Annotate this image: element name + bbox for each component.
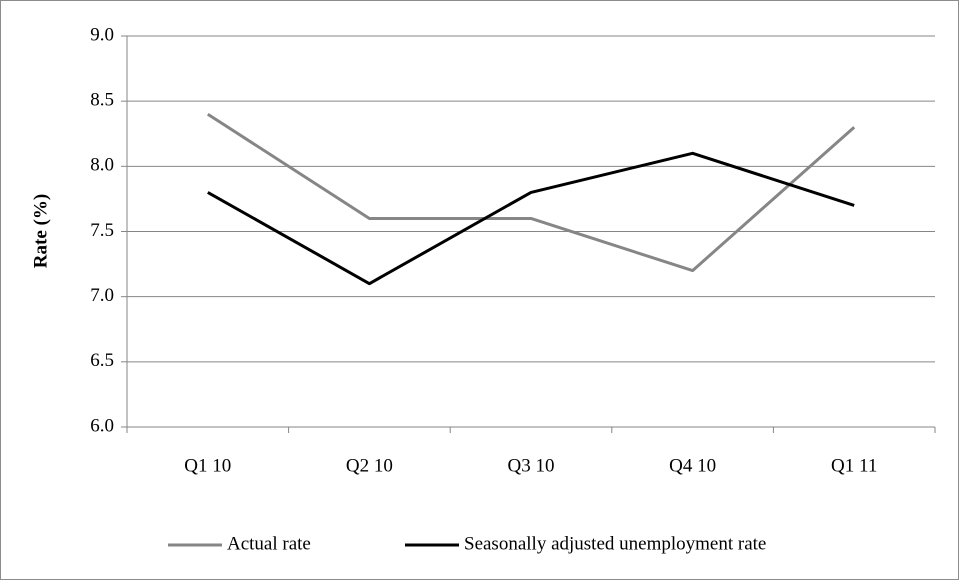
- y-tick-label: 7.0: [90, 285, 114, 306]
- y-tick-label: 6.5: [90, 350, 114, 371]
- y-tick-label: 7.5: [90, 220, 114, 241]
- y-tick-label: 8.5: [90, 90, 114, 111]
- y-tick-label: 9.0: [90, 24, 114, 45]
- y-tick-label: 6.0: [90, 415, 114, 436]
- series-line: [206, 112, 856, 273]
- x-tick-label: Q3 10: [508, 455, 555, 476]
- x-tick-label: Q2 10: [346, 455, 393, 476]
- x-tick-label: Q1 11: [831, 455, 877, 476]
- x-tick-label: Q1 10: [184, 455, 231, 476]
- y-axis-label: Rate (%): [30, 194, 51, 268]
- x-tick-label: Q4 10: [669, 455, 716, 476]
- y-tick-label: 8.0: [90, 155, 114, 176]
- legend-label: Actual rate: [227, 533, 311, 554]
- legend-label: Seasonally adjusted unemployment rate: [464, 533, 766, 554]
- series-line: [207, 151, 855, 286]
